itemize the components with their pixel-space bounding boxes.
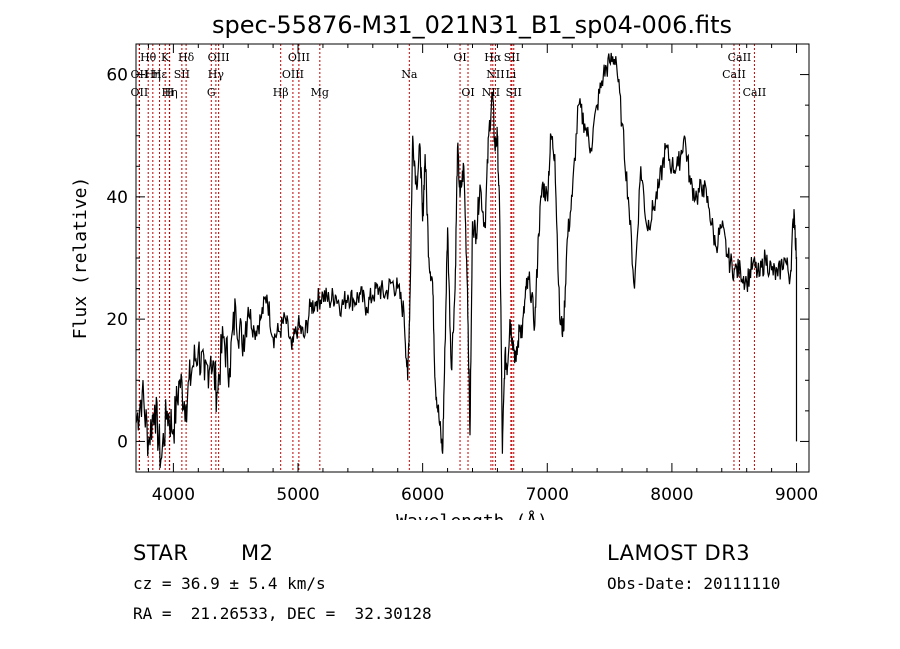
spectrum-line [135,52,798,469]
line-label: Li [505,68,516,81]
line-label: Na [401,68,418,81]
line-label: OIII [288,51,310,64]
line-label: Hη [145,68,161,81]
y-tick-label: 40 [106,188,128,208]
y-tick-label: 20 [106,310,128,330]
chart-title: spec-55876-M31_021N31_B1_sp04-006.fits [212,11,732,39]
redshift-readout: cz = 36.9 ± 5.4 km/s [133,574,326,593]
object-class: STAR [133,541,189,565]
x-axis: 4000 5000 6000 7000 8000 9000 [147,44,818,505]
line-label: OI [461,86,474,99]
line-label: Hε [152,68,168,81]
coordinates-readout: RA = 21.26533, DEC = 32.30128 [133,604,432,623]
x-tick-label: 9000 [775,485,818,505]
line-label: Hα [484,51,502,64]
line-label: SII [504,51,520,64]
line-label: Hβ [273,86,289,99]
line-label: OI [453,51,466,64]
line-label: H [165,86,175,99]
line-label: OIII [208,51,230,64]
line-label: Hθ [140,51,157,64]
line-label: CaII [722,68,746,81]
x-tick-label: 6000 [401,485,444,505]
line-label: K [161,51,170,64]
line-label: SII [174,68,190,81]
x-tick-label: 4000 [152,485,195,505]
line-label: SII [506,86,522,99]
line-label: CaII [743,86,767,99]
line-label: Hδ [178,51,195,64]
x-tick-label: 8000 [650,485,693,505]
x-tick-label: 7000 [526,485,569,505]
line-label: NII [482,86,500,99]
line-label: OII [131,86,149,99]
spectrum-chart: spec-55876-M31_021N31_B1_sp04-006.fits H… [70,11,818,520]
y-tick-label: 60 [106,66,128,86]
y-axis-label: Flux (relative) [70,177,91,340]
line-label: NII [486,68,504,81]
survey-name: LAMOST DR3 [607,541,751,565]
line-label: G [207,86,216,99]
line-label: CaII [728,51,752,64]
object-subclass: M2 [241,541,274,565]
line-label: OIII [282,68,304,81]
y-tick-label: 0 [117,432,128,452]
line-label: Mg [311,86,329,99]
x-axis-label: Wavelength (Å) [396,510,548,520]
observation-date: Obs-Date: 20111110 [607,574,781,593]
line-label: Hγ [208,68,225,81]
line-label: Hη [162,86,178,99]
y-axis: 0 20 40 60 [106,43,809,473]
x-tick-label: 5000 [276,485,319,505]
